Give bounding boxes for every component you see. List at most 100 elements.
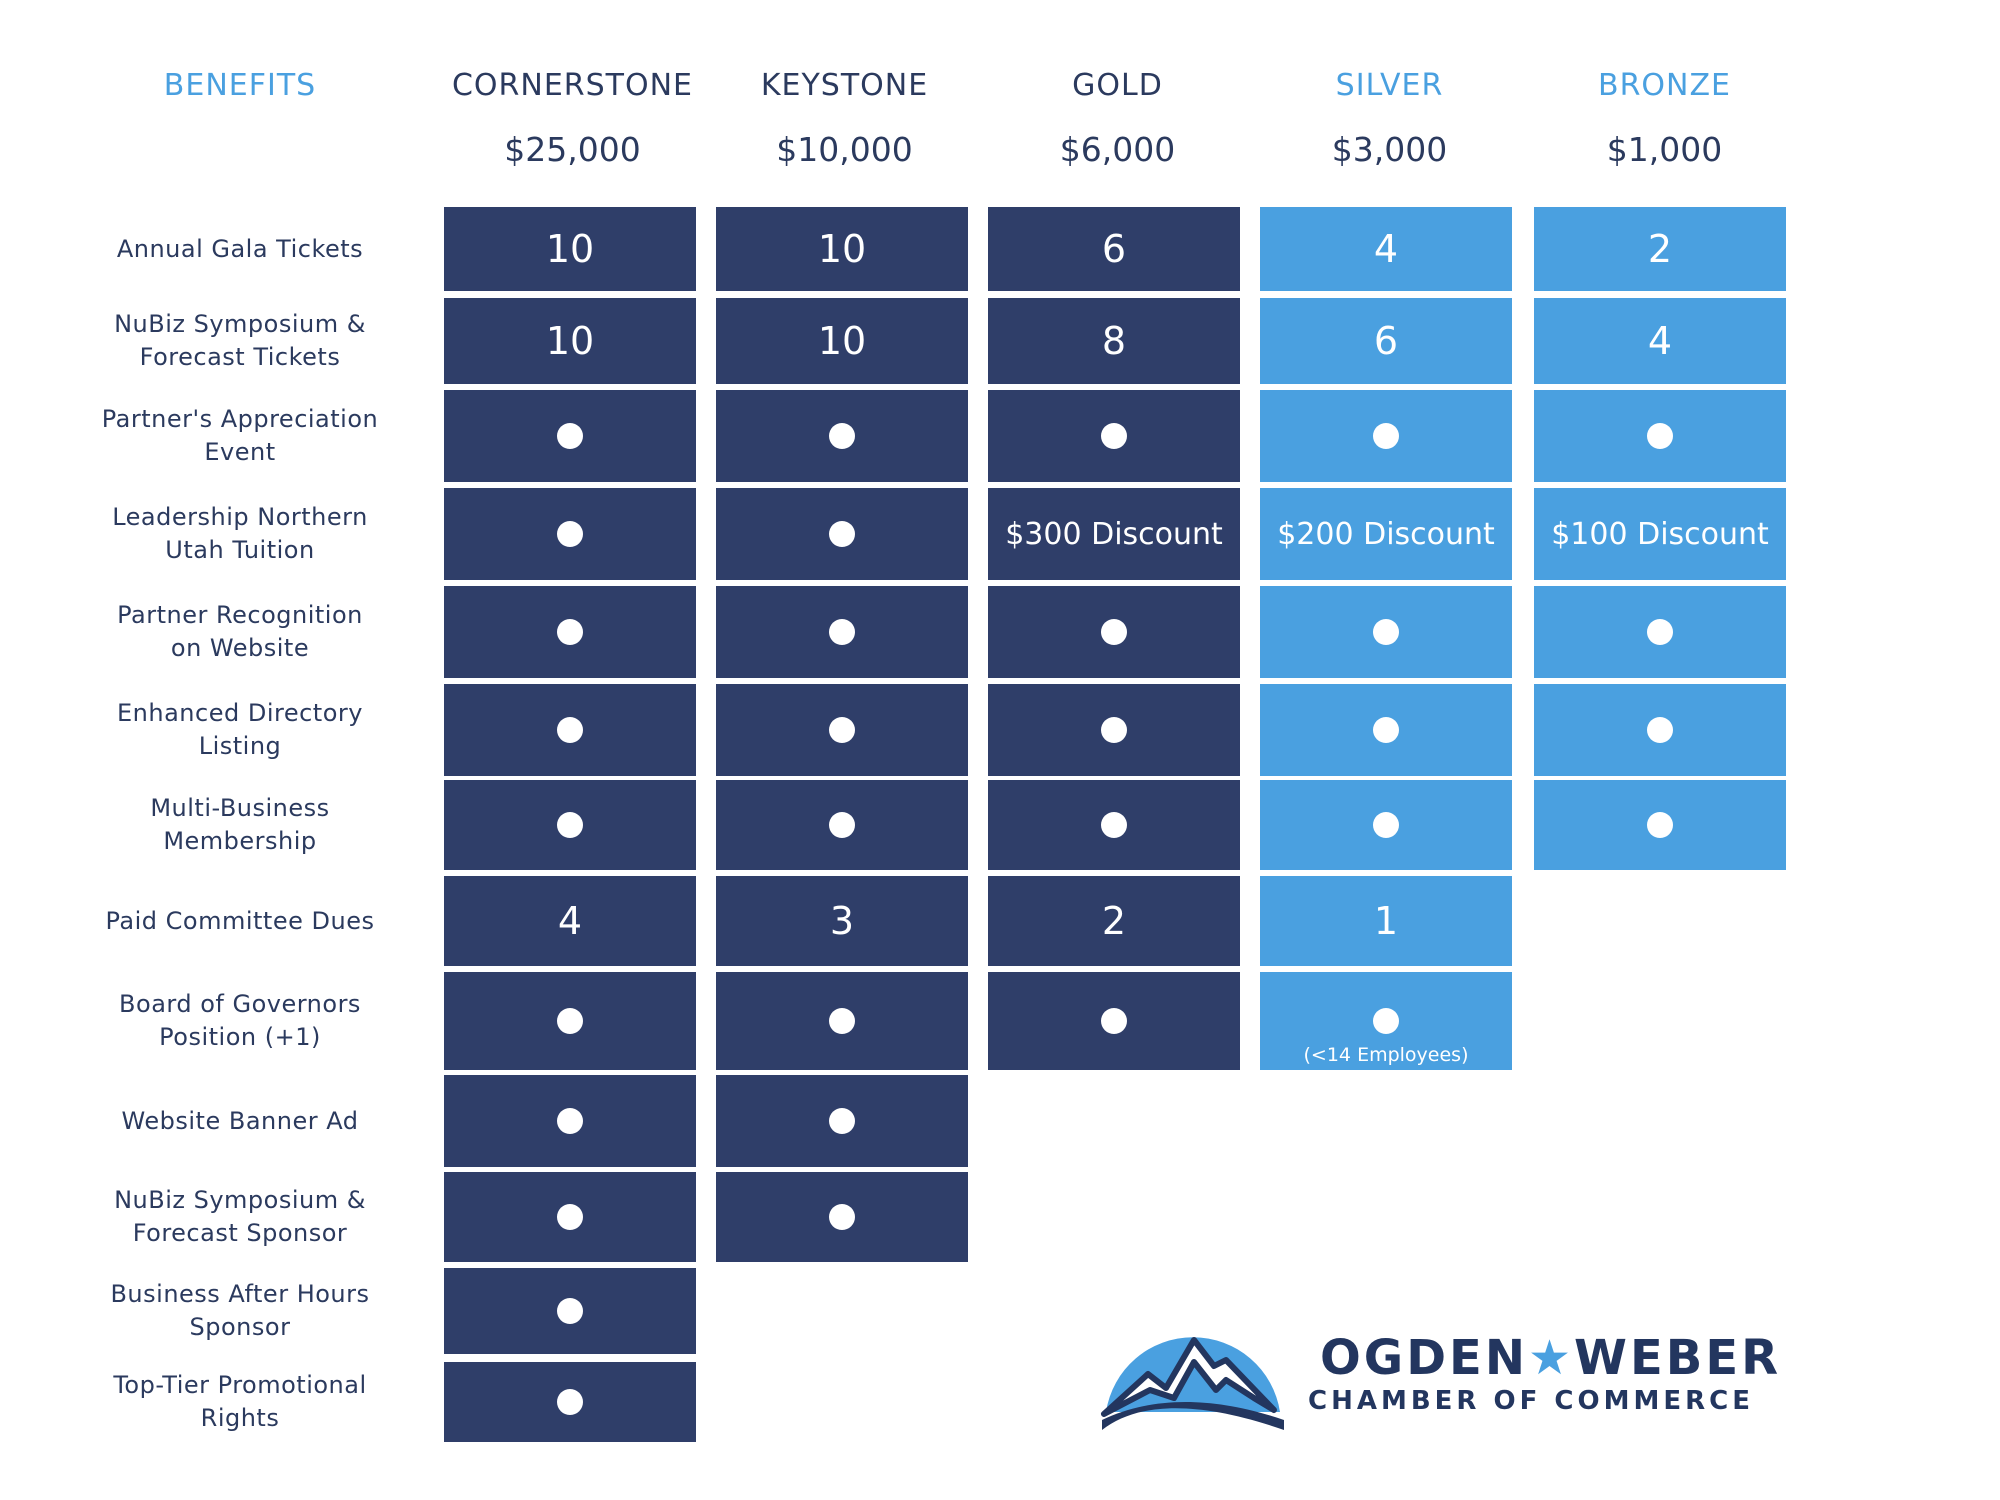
benefit-cell [444, 972, 696, 1070]
header-benefits: BENEFITS [163, 68, 317, 103]
cell-value: 10 [545, 319, 595, 363]
benefit-cell [1534, 586, 1786, 678]
benefit-cell [716, 1172, 968, 1262]
row-label: Annual Gala Tickets [116, 234, 364, 263]
logo-word-ogden: OGDEN [1320, 1330, 1529, 1386]
cell-value: 8 [1101, 319, 1127, 363]
cell-value: 6 [1101, 227, 1127, 271]
benefit-cell [444, 1075, 696, 1167]
benefit-cell [716, 684, 968, 776]
included-dot-icon [557, 717, 583, 743]
included-dot-icon [557, 1389, 583, 1415]
included-dot-icon [829, 717, 855, 743]
cell-value: $300 Discount [1005, 516, 1223, 552]
benefit-cell [1534, 780, 1786, 870]
benefit-cell [444, 1172, 696, 1262]
included-dot-icon [1101, 717, 1127, 743]
included-dot-icon [1647, 812, 1673, 838]
benefit-cell [716, 390, 968, 482]
benefit-cell: 4 [444, 876, 696, 966]
benefit-cell [444, 488, 696, 580]
benefit-cell [1534, 684, 1786, 776]
included-dot-icon [557, 1298, 583, 1324]
employee-limit-note: (<14 Employees) [1303, 1044, 1469, 1066]
row-label: Board of Governors Position (+1) [119, 990, 361, 1051]
price-bronze: $1,000 [1606, 130, 1723, 169]
benefit-cell: 10 [444, 207, 696, 291]
benefit-cell [988, 390, 1240, 482]
included-dot-icon [1101, 812, 1127, 838]
benefit-cell: 8 [988, 298, 1240, 384]
included-dot-icon [1373, 619, 1399, 645]
included-dot-icon [1101, 619, 1127, 645]
benefit-cell: $300 Discount [988, 488, 1240, 580]
star-icon: ★ [1528, 1330, 1575, 1386]
included-dot-icon [829, 812, 855, 838]
included-dot-icon [1373, 1008, 1399, 1034]
header-tier-bronze: BRONZE [1598, 68, 1731, 103]
row-label: Multi-Business Membership [150, 794, 330, 855]
header-tier-keystone: KEYSTONE [760, 68, 929, 103]
cell-value: 1 [1373, 899, 1399, 943]
benefit-cell: 6 [1260, 298, 1512, 384]
benefit-cell: 10 [716, 207, 968, 291]
benefit-cell [1260, 684, 1512, 776]
benefit-cell [444, 586, 696, 678]
cell-value: 4 [1373, 227, 1399, 271]
benefit-cell: 2 [988, 876, 1240, 966]
included-dot-icon [557, 1204, 583, 1230]
row-label: Website Banner Ad [121, 1106, 359, 1135]
cell-value: 4 [1647, 319, 1673, 363]
header-tier-gold: GOLD [1072, 68, 1163, 103]
benefit-cell [716, 972, 968, 1070]
benefit-cell [988, 780, 1240, 870]
included-dot-icon [1647, 717, 1673, 743]
row-label: Paid Committee Dues [105, 906, 375, 935]
header-tier-cornerstone: CORNERSTONE [451, 68, 694, 103]
benefit-cell [1260, 390, 1512, 482]
row-label: Leadership Northern Utah Tuition [112, 503, 368, 564]
included-dot-icon [1647, 619, 1673, 645]
benefit-cell: $200 Discount [1260, 488, 1512, 580]
row-label: Enhanced Directory Listing [117, 699, 363, 760]
benefit-cell [988, 684, 1240, 776]
price-keystone: $10,000 [776, 130, 913, 169]
benefit-cell [716, 780, 968, 870]
benefit-cell [444, 1362, 696, 1442]
included-dot-icon [1101, 423, 1127, 449]
benefit-cell [444, 1268, 696, 1354]
included-dot-icon [829, 1008, 855, 1034]
benefit-cell: 4 [1534, 298, 1786, 384]
mountain-logo-icon [1101, 1337, 1284, 1430]
included-dot-icon [557, 619, 583, 645]
benefit-cell: 3 [716, 876, 968, 966]
logo-subtitle: CHAMBER OF COMMERCE [1308, 1386, 1754, 1416]
row-label: Business After Hours Sponsor [110, 1280, 370, 1341]
benefit-cell: 4 [1260, 207, 1512, 291]
included-dot-icon [1101, 1008, 1127, 1034]
included-dot-icon [557, 812, 583, 838]
benefit-cell [1260, 780, 1512, 870]
included-dot-icon [829, 521, 855, 547]
cell-value: 2 [1647, 227, 1673, 271]
row-label: Partner's Appreciation Event [101, 405, 379, 466]
cell-value: 3 [829, 899, 855, 943]
benefit-cell [444, 684, 696, 776]
benefit-cell: 10 [716, 298, 968, 384]
benefit-cell: 10 [444, 298, 696, 384]
benefit-cell [1260, 586, 1512, 678]
chamber-logo: OGDEN★WEBER CHAMBER OF COMMERCE [1098, 1302, 1798, 1442]
benefit-cell: 6 [988, 207, 1240, 291]
benefit-cell [444, 390, 696, 482]
included-dot-icon [557, 1008, 583, 1034]
included-dot-icon [557, 1108, 583, 1134]
cell-value: 4 [557, 899, 583, 943]
cell-value: 10 [545, 227, 595, 271]
included-dot-icon [1647, 423, 1673, 449]
cell-value: $200 Discount [1277, 516, 1495, 552]
included-dot-icon [1373, 717, 1399, 743]
benefit-cell: (<14 Employees) [1260, 972, 1512, 1070]
logo-word-weber: WEBER [1574, 1330, 1782, 1386]
benefit-cell: $100 Discount [1534, 488, 1786, 580]
cell-value: 10 [817, 319, 867, 363]
